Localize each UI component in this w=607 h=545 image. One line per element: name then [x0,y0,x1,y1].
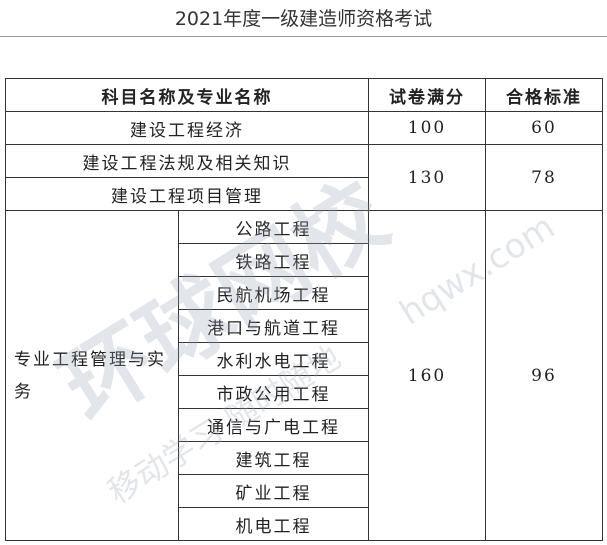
table-row: 水利水电工程 [6,342,603,376]
specialty-cell: 水利水电工程 [178,342,369,376]
header-full-score: 试卷满分 [368,78,486,112]
table-row: 通信与广电工程 [6,408,603,442]
specialty-cell: 铁路工程 [178,243,369,277]
specialty-cell: 市政公用工程 [178,375,369,409]
subject-cell: 建设工程项目管理 [5,177,369,211]
specialty-cell: 建筑工程 [178,441,369,475]
specialty-cell: 矿业工程 [178,474,369,508]
table-row: 市政公用工程 [6,375,603,409]
specialty-cell: 港口与航道工程 [178,309,369,343]
specialty-cell: 通信与广电工程 [178,408,369,442]
exam-score-table: 科目名称及专业名称 试卷满分 合格标准 建设工程经济 100 60 建设工程法规… [5,78,603,541]
full-score-cell: 100 [368,111,486,145]
practice-subject-cell: 专业工程管理与实务 [5,210,179,541]
pass-score-cell: 96 [485,210,603,541]
table-row: 矿业工程 [6,474,603,508]
full-score-cell: 160 [368,210,486,541]
header-subject: 科目名称及专业名称 [5,78,369,112]
full-score-cell: 130 [368,144,486,211]
specialty-cell: 机电工程 [178,507,369,541]
header-row: 科目名称及专业名称 试卷满分 合格标准 [5,78,603,112]
specialty-cell: 民航机场工程 [178,276,369,310]
pass-score-cell: 78 [485,144,603,211]
page-title: 2021年度一级建造师资格考试 [174,8,433,30]
table-row: 建筑工程 [6,441,603,475]
subject-cell: 建设工程法规及相关知识 [5,144,369,178]
table-row: 专业工程管理与实务 公路工程 160 96 [5,210,603,541]
table-row: 建设工程法规及相关知识 130 78 [5,144,603,211]
subject-cell: 建设工程经济 [5,111,369,145]
table-row: 建设工程项目管理 [5,177,603,211]
title-divider [0,36,607,37]
specialty-cell: 公路工程 [178,210,369,244]
table-row: 港口与航道工程 [6,309,603,343]
pass-score-cell: 60 [485,111,603,145]
table-row: 铁路工程 [6,243,603,277]
header-pass-score: 合格标准 [485,78,603,112]
table-row: 机电工程 [6,507,603,541]
table-row: 建设工程经济 100 60 [5,111,603,145]
